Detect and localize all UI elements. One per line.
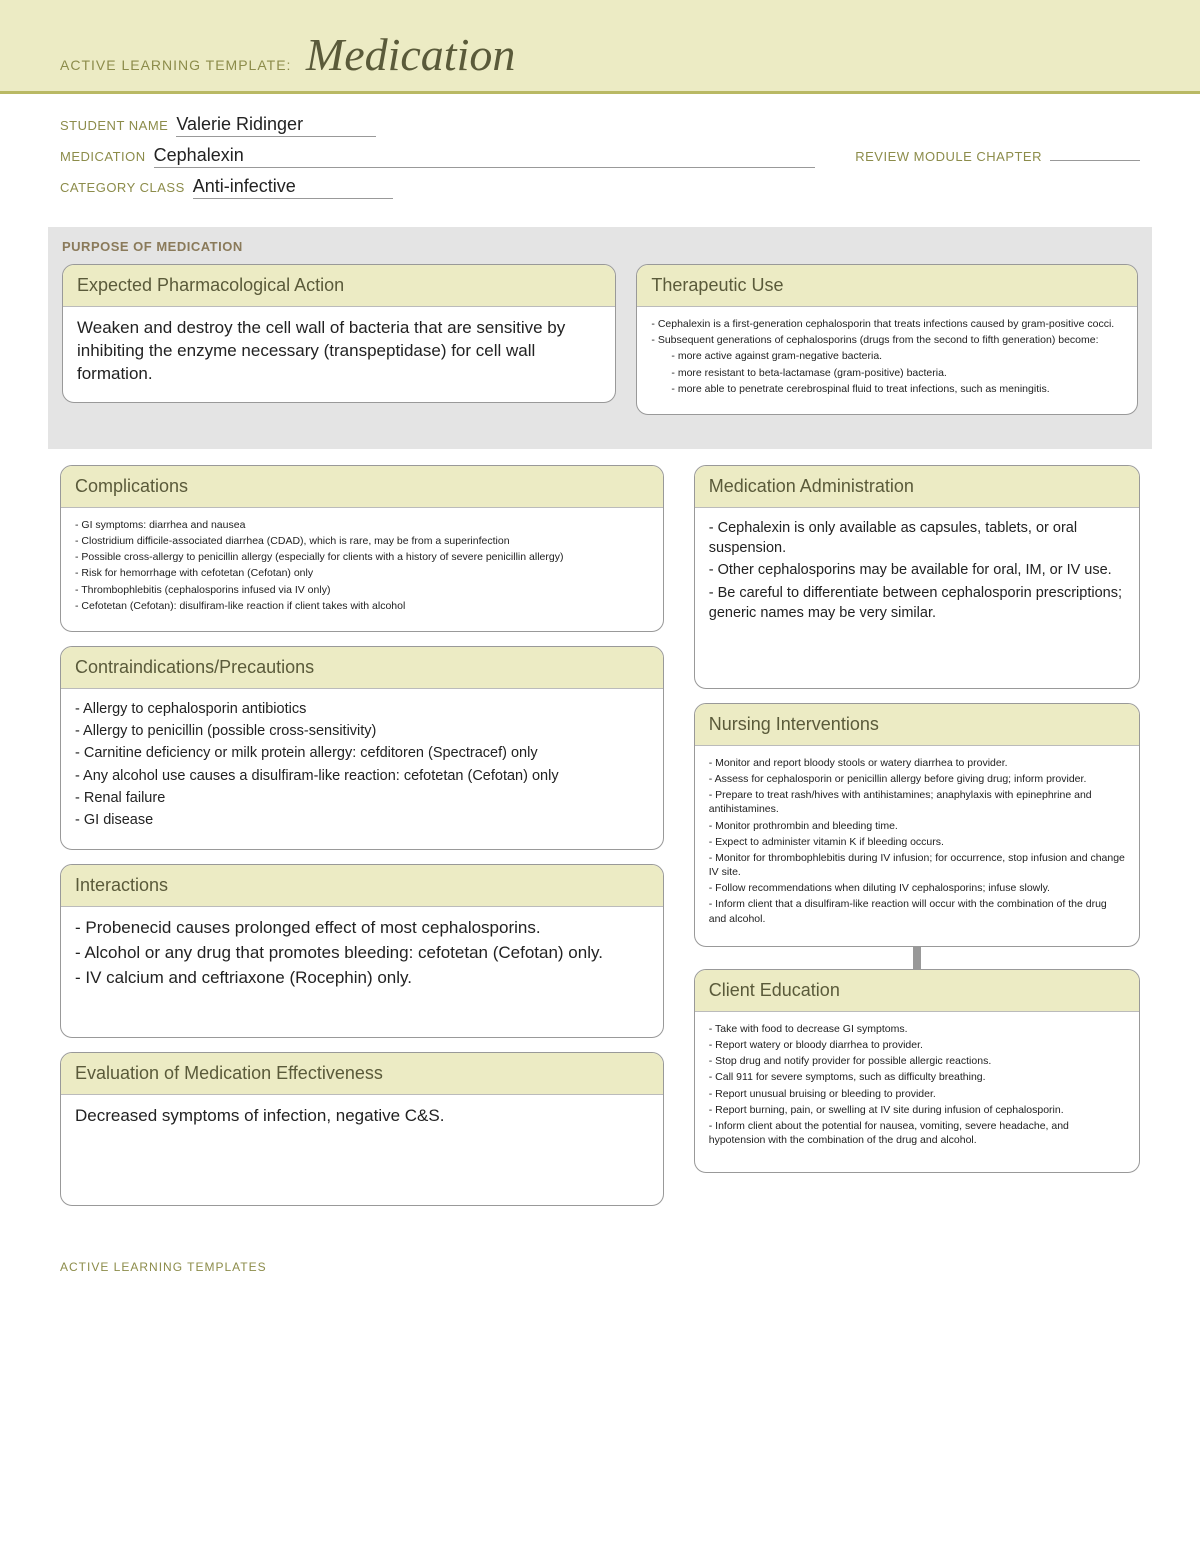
list-item: - Follow recommendations when diluting I… [709,881,1125,895]
therapeutic-body: - Cephalexin is a first-generation cepha… [637,307,1137,414]
list-item: - more resistant to beta-lactamase (gram… [651,366,1123,380]
education-title: Client Education [695,970,1139,1012]
complications-body: - GI symptoms: diarrhea and nausea - Clo… [61,508,663,631]
info-section: STUDENT NAME Valerie Ridinger MEDICATION… [0,94,1200,217]
student-row: STUDENT NAME Valerie Ridinger [60,114,1140,137]
evaluation-card: Evaluation of Medication Effectiveness D… [60,1052,664,1206]
list-item: - more active against gram-negative bact… [651,349,1123,363]
list-item: - Assess for cephalosporin or penicillin… [709,772,1125,786]
list-item: - GI symptoms: diarrhea and nausea [75,518,649,532]
evaluation-title: Evaluation of Medication Effectiveness [61,1053,663,1095]
list-item: - Alcohol or any drug that promotes blee… [75,942,649,965]
medication-label: MEDICATION [60,149,146,164]
list-item: - Report watery or bloody diarrhea to pr… [709,1038,1125,1052]
evaluation-body: Decreased symptoms of infection, negativ… [61,1095,663,1205]
list-item: - Inform client about the potential for … [709,1119,1125,1147]
list-item: - Monitor for thrombophlebitis during IV… [709,851,1125,879]
category-label: CATEGORY CLASS [60,180,185,195]
list-item: - Cefotetan (Cefotan): disulfiram-like r… [75,599,649,613]
admin-body: - Cephalexin is only available as capsul… [695,508,1139,688]
therapeutic-title: Therapeutic Use [637,265,1137,307]
purpose-title: PURPOSE OF MEDICATION [62,239,1138,254]
contra-card: Contraindications/Precautions - Allergy … [60,646,664,850]
nursing-body: - Monitor and report bloody stools or wa… [695,746,1139,946]
list-item: - Thrombophlebitis (cephalosporins infus… [75,583,649,597]
nursing-card: Nursing Interventions - Monitor and repo… [694,703,1140,947]
list-item: - Monitor and report bloody stools or wa… [709,756,1125,770]
pharm-title: Expected Pharmacological Action [63,265,615,307]
page: ACTIVE LEARNING TEMPLATE: Medication STU… [0,0,1200,1314]
admin-card: Medication Administration - Cephalexin i… [694,465,1140,689]
list-item: - Allergy to penicillin (possible cross-… [75,721,649,741]
connector-line [913,947,921,969]
list-item: - Possible cross-allergy to penicillin a… [75,550,649,564]
therapeutic-card: Therapeutic Use - Cephalexin is a first-… [636,264,1138,415]
list-item: - Probenecid causes prolonged effect of … [75,917,649,940]
footer-text: ACTIVE LEARNING TEMPLATES [0,1220,1200,1274]
list-item: - Cephalexin is only available as capsul… [709,518,1125,559]
list-item: - more able to penetrate cerebrospinal f… [651,382,1123,396]
pharm-body: Weaken and destroy the cell wall of bact… [63,307,615,402]
contra-body: - Allergy to cephalosporin antibiotics -… [61,689,663,849]
medication-value: Cephalexin [154,145,816,168]
template-label: ACTIVE LEARNING TEMPLATE: [60,57,291,73]
list-item: - Stop drug and notify provider for poss… [709,1054,1125,1068]
purpose-section: PURPOSE OF MEDICATION Expected Pharmacol… [48,227,1152,449]
list-item: - Take with food to decrease GI symptoms… [709,1022,1125,1036]
list-item: - Be careful to differentiate between ce… [709,583,1125,624]
list-item: - Report unusual bruising or bleeding to… [709,1087,1125,1101]
list-item: - Any alcohol use causes a disulfiram-li… [75,766,649,786]
list-item: - Monitor prothrombin and bleeding time. [709,819,1125,833]
student-label: STUDENT NAME [60,118,168,133]
medication-row: MEDICATION Cephalexin REVIEW MODULE CHAP… [60,145,1140,168]
list-item: - Report burning, pain, or swelling at I… [709,1103,1125,1117]
list-item: - IV calcium and ceftriaxone (Rocephin) … [75,967,649,990]
list-item: - Clostridium difficile-associated diarr… [75,534,649,548]
complications-card: Complications - GI symptoms: diarrhea an… [60,465,664,632]
review-label: REVIEW MODULE CHAPTER [855,149,1042,164]
admin-title: Medication Administration [695,466,1139,508]
interactions-card: Interactions - Probenecid causes prolong… [60,864,664,1038]
category-value: Anti-infective [193,176,393,199]
education-card: Client Education - Take with food to dec… [694,969,1140,1173]
list-item: - Inform client that a disulfiram-like r… [709,897,1125,925]
header-banner: ACTIVE LEARNING TEMPLATE: Medication [0,0,1200,94]
interactions-body: - Probenecid causes prolonged effect of … [61,907,663,1037]
list-item: - Other cephalosporins may be available … [709,560,1125,580]
contra-title: Contraindications/Precautions [61,647,663,689]
template-title: Medication [306,28,516,81]
nursing-title: Nursing Interventions [695,704,1139,746]
list-item: - Cephalexin is a first-generation cepha… [651,317,1123,331]
education-body: - Take with food to decrease GI symptoms… [695,1012,1139,1172]
pharm-card: Expected Pharmacological Action Weaken a… [62,264,616,403]
list-item: - Carnitine deficiency or milk protein a… [75,743,649,763]
main-grid: Complications - GI symptoms: diarrhea an… [0,449,1200,1220]
complications-title: Complications [61,466,663,508]
list-item: - GI disease [75,810,649,830]
list-item: - Allergy to cephalosporin antibiotics [75,699,649,719]
list-item: - Prepare to treat rash/hives with antih… [709,788,1125,816]
interactions-title: Interactions [61,865,663,907]
list-item: - Risk for hemorrhage with cefotetan (Ce… [75,566,649,580]
review-value [1050,147,1140,161]
list-item: - Expect to administer vitamin K if blee… [709,835,1125,849]
list-item: - Call 911 for severe symptoms, such as … [709,1070,1125,1084]
student-value: Valerie Ridinger [176,114,376,137]
list-item: - Subsequent generations of cephalospori… [651,333,1123,347]
category-row: CATEGORY CLASS Anti-infective [60,176,1140,199]
list-item: - Renal failure [75,788,649,808]
